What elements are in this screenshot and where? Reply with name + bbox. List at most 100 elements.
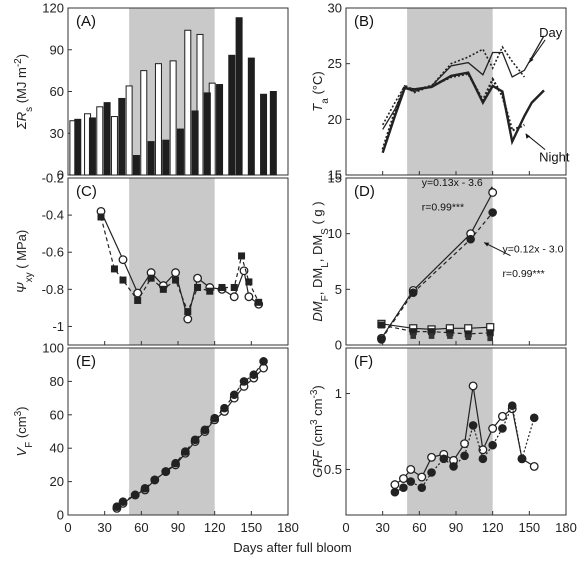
- bar-filled: [229, 55, 235, 175]
- y-tick-label: 30: [328, 1, 342, 16]
- marker-filled-circle: [407, 478, 415, 486]
- panel-label: (D): [354, 183, 375, 200]
- shaded-period: [129, 178, 215, 345]
- y-tick-label: -0.4: [42, 208, 64, 223]
- y-axis-label: Ta (°C): [310, 71, 331, 111]
- x-tick-label: 180: [277, 520, 299, 535]
- y-axis-label: DMF, DML, DMS ( g ): [310, 201, 331, 321]
- bar-filled: [192, 111, 198, 175]
- x-tick-label: 0: [342, 520, 349, 535]
- marker-filled-square: [219, 284, 226, 291]
- y-axis-label: Ψxy ( MPa): [14, 230, 35, 293]
- marker-open-circle: [400, 475, 408, 483]
- y-tick-label: -1: [52, 319, 64, 334]
- marker-filled-square: [487, 329, 494, 336]
- panel-F: 0 30 60 90 120 150 1800.51(F)GRF (cm3 cm-3): [309, 348, 577, 535]
- marker-open-circle: [240, 267, 248, 275]
- panel-label: (A): [76, 13, 96, 30]
- y-tick-label: 40: [50, 441, 64, 456]
- marker-filled-circle: [172, 459, 180, 467]
- x-tick-label: 60: [412, 520, 426, 535]
- marker-filled-circle: [141, 484, 149, 492]
- y-axis-label: GRF (cm3 cm-3): [309, 385, 326, 478]
- marker-open-circle: [469, 382, 477, 390]
- marker-filled-square: [255, 299, 262, 306]
- y-tick-label: 1: [335, 386, 342, 401]
- bar-filled: [217, 85, 223, 175]
- marker-filled-square: [184, 308, 191, 315]
- marker-filled-square: [98, 213, 105, 220]
- bar-open: [97, 107, 103, 175]
- x-tick-label: 90: [171, 520, 185, 535]
- marker-open-circle: [391, 481, 399, 489]
- y-tick-label: 60: [50, 407, 64, 422]
- marker-filled-circle: [221, 404, 229, 412]
- marker-open-circle: [489, 189, 497, 197]
- marker-filled-circle: [378, 336, 386, 344]
- x-tick-label: 120: [204, 520, 226, 535]
- y-tick-label: 15: [328, 171, 342, 186]
- y-tick-label: 30: [50, 126, 64, 141]
- marker-filled-circle: [479, 455, 487, 463]
- arrow-head: [526, 134, 530, 139]
- marker-filled-circle: [499, 425, 507, 433]
- marker-filled-circle: [211, 414, 219, 422]
- marker-filled-square: [487, 336, 493, 342]
- y-tick-label: 60: [50, 84, 64, 99]
- marker-filled-circle: [508, 402, 516, 410]
- marker-open-circle: [418, 473, 426, 481]
- y-tick-label: 5: [335, 282, 342, 297]
- x-axis-title: Days after full bloom: [0, 540, 585, 555]
- y-tick-label: 0: [57, 508, 64, 523]
- y-tick-label: -0.6: [42, 245, 64, 260]
- marker-filled-circle: [440, 455, 448, 463]
- marker-filled-circle: [467, 235, 475, 243]
- marker-filled-square: [410, 333, 416, 339]
- marker-filled-square: [238, 252, 245, 259]
- y-tick-label: 20: [328, 112, 342, 127]
- marker-filled-circle: [418, 484, 426, 492]
- annotation-text: y=0.13x - 3.6: [422, 177, 483, 189]
- x-tick-label: 120: [482, 520, 504, 535]
- marker-filled-circle: [461, 452, 469, 460]
- marker-filled-square: [120, 277, 127, 284]
- y-tick-label: 20: [50, 474, 64, 489]
- marker-filled-circle: [450, 463, 458, 471]
- y-tick-label: -0.8: [42, 282, 64, 297]
- y-tick-label: 90: [50, 42, 64, 57]
- annotation-text: r=0.99***: [422, 201, 464, 213]
- marker-filled-circle: [119, 498, 127, 506]
- marker-filled-circle: [409, 289, 417, 297]
- panel-label: (E): [76, 353, 96, 370]
- marker-filled-circle: [240, 378, 248, 386]
- bar-filled: [204, 93, 210, 175]
- annotation-text: r=0.99***: [502, 268, 544, 280]
- bar-filled: [119, 98, 125, 175]
- marker-filled-circle: [518, 455, 526, 463]
- marker-filled-square: [378, 321, 385, 328]
- panel-E: 0 30 60 90 120 150 180020406080100(E)VF (cm3): [13, 341, 299, 536]
- marker-open-circle: [499, 413, 507, 421]
- x-tick-label: 30: [375, 520, 389, 535]
- marker-open-circle: [194, 274, 202, 282]
- panel-D: 0 5 10 15 (D) DMF, DML, DMS ( g ) y=0.13x - 3.…: [310, 171, 566, 353]
- marker-filled-square: [447, 333, 453, 339]
- panel-label: (F): [354, 353, 373, 370]
- bar-filled: [236, 18, 242, 175]
- marker-filled-circle: [201, 426, 209, 434]
- y-tick-label: 100: [42, 341, 64, 356]
- marker-filled-circle: [400, 484, 408, 492]
- marker-filled-circle: [191, 436, 199, 444]
- marker-filled-square: [134, 297, 141, 304]
- bar-filled: [163, 140, 169, 175]
- bar-filled: [89, 118, 95, 175]
- bar-open: [155, 64, 161, 175]
- panel-A: 0 30 60 90 120 (A) ΣRs (MJ m-2): [13, 1, 289, 183]
- marker-filled-square: [465, 334, 471, 340]
- y-tick-label: 25: [328, 56, 342, 71]
- marker-filled-square: [206, 288, 213, 295]
- marker-filled-circle: [230, 391, 238, 399]
- panel-C: -1-0.8-0.6-0.4-0.2(C)Ψxy ( MPa): [14, 171, 288, 346]
- marker-filled-square: [429, 333, 435, 339]
